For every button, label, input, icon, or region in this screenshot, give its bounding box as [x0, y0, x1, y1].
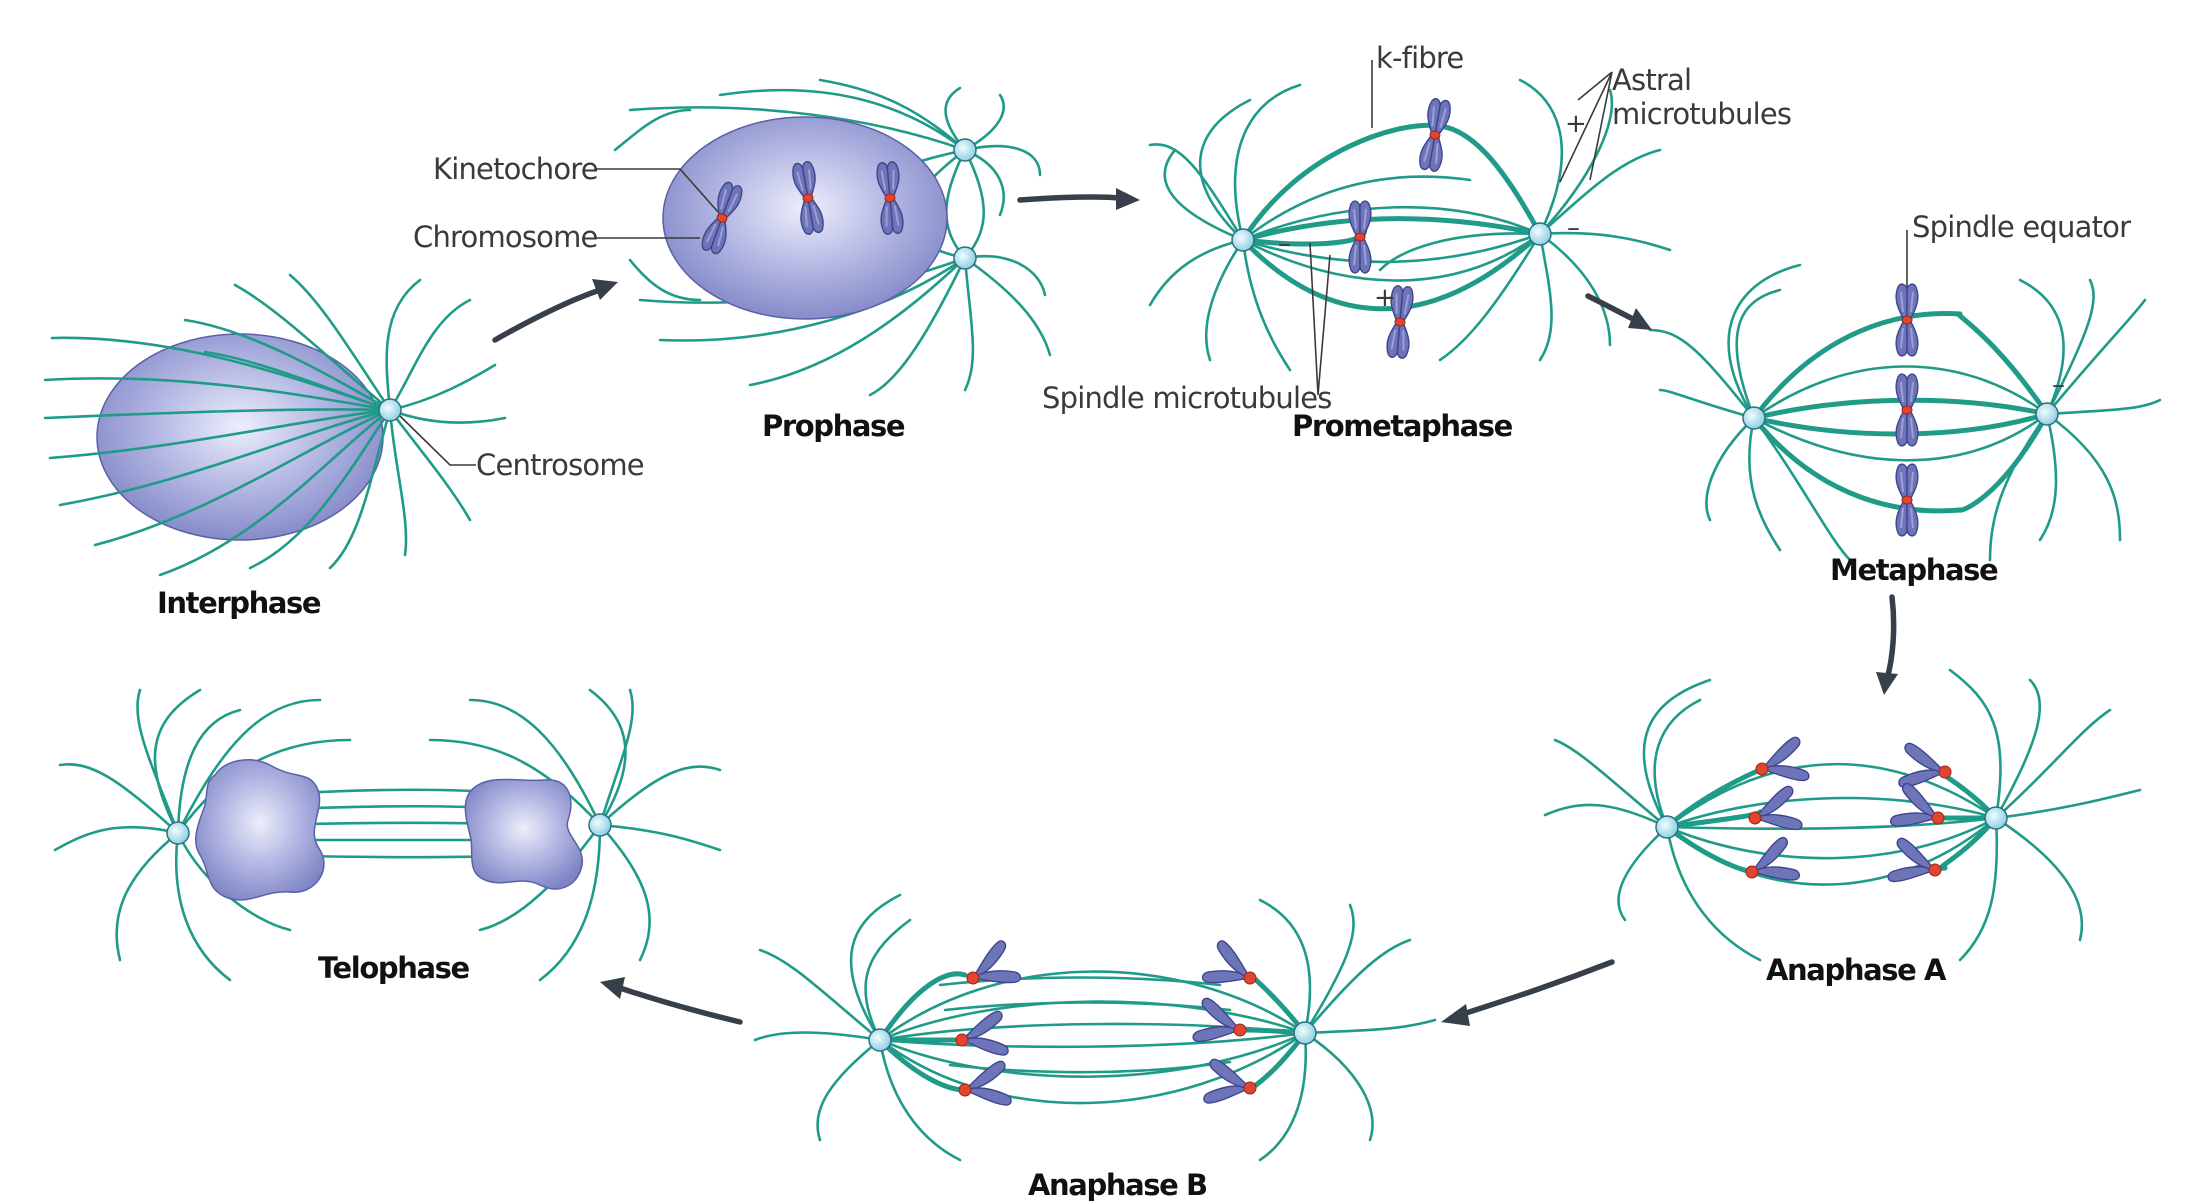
centrosome: [1742, 406, 1766, 430]
chromosome: [1200, 938, 1266, 1002]
daughter-nucleus: [195, 759, 325, 901]
kinetochore-leader: [596, 168, 719, 213]
centrosome: [868, 1028, 892, 1052]
centrosome: [588, 813, 612, 837]
chromosome: [1749, 735, 1811, 793]
centrosome: [166, 821, 190, 845]
minus-sign: –: [1278, 229, 1291, 259]
interphase-microtubules: [43, 273, 507, 577]
minus-sign: –: [1567, 213, 1580, 243]
arrow-interphase-to-prophase: [492, 279, 618, 343]
telophase-microtubules: [53, 688, 722, 982]
spindle-equator-label: Spindle equator: [1912, 210, 2131, 244]
prophase-cell: Kinetochore Chromosome Prophase: [413, 78, 1052, 443]
centrosome: [1231, 228, 1255, 252]
telophase-cell: Telophase: [53, 688, 722, 985]
centrosome: [1984, 806, 2008, 830]
interphase-cell: Centrosome Interphase: [43, 273, 645, 620]
centrosome: [378, 398, 402, 422]
chromosome: [1742, 784, 1804, 842]
nucleus: [96, 333, 384, 541]
arrow-metaphase-to-anaphase-a: [1876, 594, 1898, 695]
chromosome: [1895, 463, 1919, 537]
daughter-nucleus: [464, 778, 583, 890]
metaphase-microtubules: [1648, 263, 2162, 562]
arrow-anaphase-b-to-telophase: [600, 977, 743, 1025]
minus-sign: –: [2052, 370, 2065, 400]
astral-label-line2: microtubules: [1612, 97, 1791, 131]
spindle-microtubules-leader: [1309, 242, 1331, 396]
centrosome: [1528, 222, 1552, 246]
centrosome: [953, 246, 977, 270]
anaphase-b-microtubules: [753, 893, 1437, 1162]
arrow-prometaphase-to-metaphase: [1585, 293, 1652, 330]
k-fibre-label: k-fibre: [1376, 41, 1463, 75]
chromosome: [1348, 200, 1372, 274]
interphase-label: Interphase: [157, 586, 321, 620]
metaphase-label: Metaphase: [1830, 553, 1998, 587]
plus-sign: +: [1565, 109, 1587, 139]
prophase-label: Prophase: [762, 409, 905, 443]
centrosome: [1655, 815, 1679, 839]
arrow-prophase-to-prometaphase: [1017, 188, 1140, 210]
centrosome-label: Centrosome: [476, 448, 644, 482]
chromosome: [1738, 835, 1802, 896]
chromosome: [1417, 96, 1453, 174]
chromosome: [1202, 1057, 1261, 1112]
anaphase-b-label: Anaphase B: [1028, 1168, 1207, 1201]
centrosome: [2035, 402, 2059, 426]
cycle-arrows: [492, 188, 1898, 1026]
centrosome: [1293, 1021, 1317, 1045]
anaphase-b-cell: Anaphase B: [753, 893, 1437, 1201]
chromosome: [951, 1009, 1010, 1064]
kinetochore-label: Kinetochore: [433, 152, 598, 186]
chromosome: [1895, 373, 1919, 447]
chromosome: [957, 938, 1023, 1002]
anaphase-a-cell: Anaphase A: [1543, 668, 2142, 987]
arrow-anaphase-a-to-anaphase-b: [1441, 959, 1615, 1026]
centrosome: [953, 138, 977, 162]
anaphase-a-label: Anaphase A: [1766, 953, 1947, 987]
prometaphase-cell: – – + + k-fibre Astral microtubules Spin…: [1042, 41, 1792, 443]
astral-label-line1: Astral: [1612, 63, 1691, 97]
anaphase-a-microtubules: [1543, 668, 2142, 962]
spindle-microtubules-label: Spindle microtubules: [1042, 381, 1332, 415]
chromosome-label: Chromosome: [413, 220, 598, 254]
prometaphase-microtubules: [1148, 78, 1672, 372]
centrosome-leader: [399, 415, 476, 466]
telophase-label: Telophase: [318, 951, 469, 985]
prometaphase-label: Prometaphase: [1292, 409, 1513, 443]
metaphase-cell: – Spindle equator Metaphase: [1648, 210, 2162, 587]
astral-leader: [1559, 71, 1613, 183]
plus-sign: +: [1374, 283, 1396, 313]
chromosome: [1888, 781, 1952, 842]
